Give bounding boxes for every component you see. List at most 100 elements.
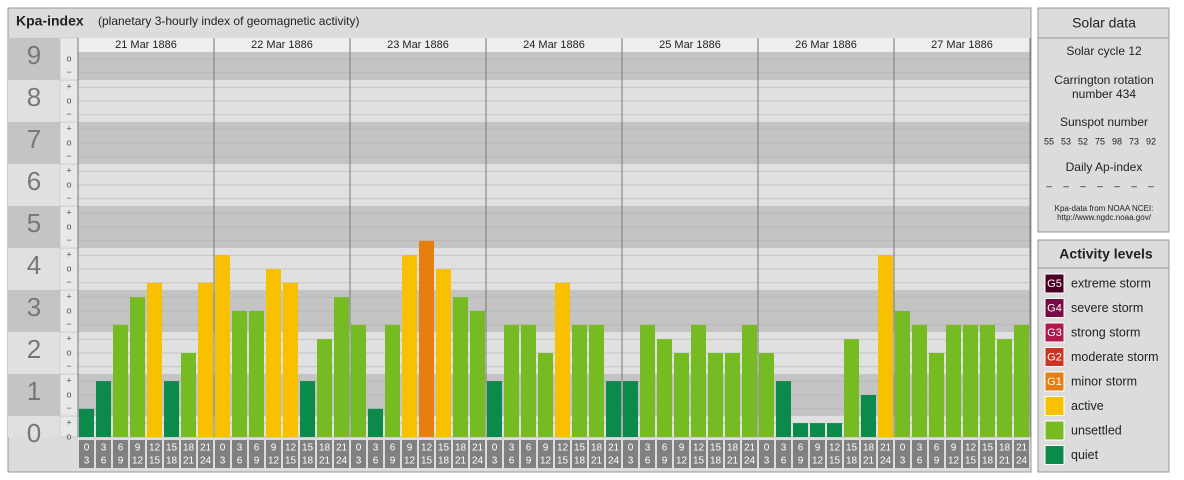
x-tick-label: 3 (764, 456, 770, 467)
x-tick-label: 0 (900, 443, 906, 454)
x-tick-label: 3 (84, 456, 90, 467)
legend-label: extreme storm (1071, 276, 1151, 290)
hour-box (504, 440, 519, 468)
x-tick-label: 12 (149, 443, 161, 454)
levels-title: Activity levels (1059, 246, 1153, 262)
legend-label: moderate storm (1071, 350, 1159, 364)
hour-box (249, 440, 264, 468)
x-tick-label: 12 (132, 456, 144, 467)
x-tick-label: 18 (982, 456, 994, 467)
y-tick-label: 3 (27, 292, 41, 322)
sunspot-number: 73 (1129, 136, 1139, 146)
bar (130, 297, 145, 437)
minor-tick-label: − (66, 361, 71, 371)
hour-box (861, 440, 876, 468)
minor-tick-label: − (66, 403, 71, 413)
bar (402, 255, 417, 437)
x-tick-label: 21 (200, 443, 212, 454)
minor-tick-label: + (66, 124, 71, 134)
hour-box (300, 440, 315, 468)
minor-tick-label: + (66, 208, 71, 218)
hour-box (946, 440, 961, 468)
legend-code: G2 (1047, 351, 1062, 363)
x-tick-label: 9 (118, 456, 124, 467)
x-tick-label: 12 (421, 443, 433, 454)
x-tick-label: 0 (356, 443, 362, 454)
x-tick-label: 18 (319, 443, 331, 454)
x-tick-label: 3 (492, 456, 498, 467)
hour-box (912, 440, 927, 468)
x-tick-label: 3 (356, 456, 362, 467)
x-tick-label: 12 (693, 443, 705, 454)
bar (776, 381, 791, 437)
x-tick-label: 15 (965, 456, 977, 467)
minor-tick-label: o (66, 263, 71, 273)
x-tick-label: 15 (846, 443, 858, 454)
x-tick-label: 9 (526, 456, 532, 467)
ap-index: – (1046, 182, 1052, 193)
x-tick-label: 15 (557, 456, 569, 467)
bar (725, 353, 740, 437)
bar (215, 255, 230, 437)
minor-tick-label: o (66, 179, 71, 189)
minor-tick-label: o (66, 431, 71, 441)
bar (368, 408, 383, 437)
date-label: 21 Mar 1886 (115, 39, 177, 51)
date-label: 26 Mar 1886 (795, 39, 857, 51)
x-tick-label: 12 (965, 443, 977, 454)
source: http://www.ngdc.noaa.gov/ (1057, 213, 1152, 222)
bar (827, 423, 842, 437)
bar (759, 353, 774, 437)
x-tick-label: 9 (679, 443, 685, 454)
x-tick-label: 15 (285, 456, 297, 467)
x-tick-label: 0 (84, 443, 90, 454)
x-tick-label: 9 (543, 443, 549, 454)
x-tick-label: 6 (526, 443, 532, 454)
x-tick-label: 21 (591, 456, 603, 467)
minor-tick-label: − (66, 151, 71, 161)
bar (1014, 324, 1029, 437)
x-tick-label: 3 (628, 456, 634, 467)
hour-box (980, 440, 995, 468)
y-tick-label: 4 (27, 250, 41, 280)
x-tick-label: 18 (591, 443, 603, 454)
bar (555, 282, 570, 437)
x-tick-label: 9 (662, 456, 668, 467)
x-tick-label: 21 (744, 443, 756, 454)
bar (589, 324, 604, 437)
x-tick-label: 12 (540, 456, 552, 467)
minor-tick-label: + (66, 250, 71, 260)
hour-box (538, 440, 553, 468)
minor-tick-label: + (66, 292, 71, 302)
legend-swatch (1044, 347, 1065, 367)
hour-box (776, 440, 791, 468)
y-label-band (8, 38, 60, 80)
minor-tick-label: − (66, 319, 71, 329)
sunspot-number: 98 (1112, 136, 1122, 146)
minor-tick-label: + (66, 376, 71, 386)
bar (334, 297, 349, 437)
x-tick-label: 21 (319, 456, 331, 467)
x-tick-label: 6 (509, 456, 515, 467)
legend-label: quiet (1071, 448, 1099, 462)
bar (878, 255, 893, 437)
x-tick-label: 24 (472, 456, 484, 467)
bar (623, 381, 638, 437)
bar (181, 353, 196, 437)
hour-box (606, 440, 621, 468)
x-tick-label: 21 (880, 443, 892, 454)
x-tick-label: 0 (764, 443, 770, 454)
y-label-band (8, 416, 60, 437)
minor-tick-label: + (66, 418, 71, 428)
bar (980, 324, 995, 437)
date-row (78, 38, 1030, 52)
x-tick-label: 3 (509, 443, 515, 454)
x-tick-label: 9 (407, 443, 413, 454)
legend-label: active (1071, 399, 1104, 413)
x-tick-label: 6 (934, 443, 940, 454)
bar (504, 324, 519, 437)
x-tick-label: 9 (951, 443, 957, 454)
bar (640, 324, 655, 437)
legend-swatch (1044, 445, 1065, 465)
